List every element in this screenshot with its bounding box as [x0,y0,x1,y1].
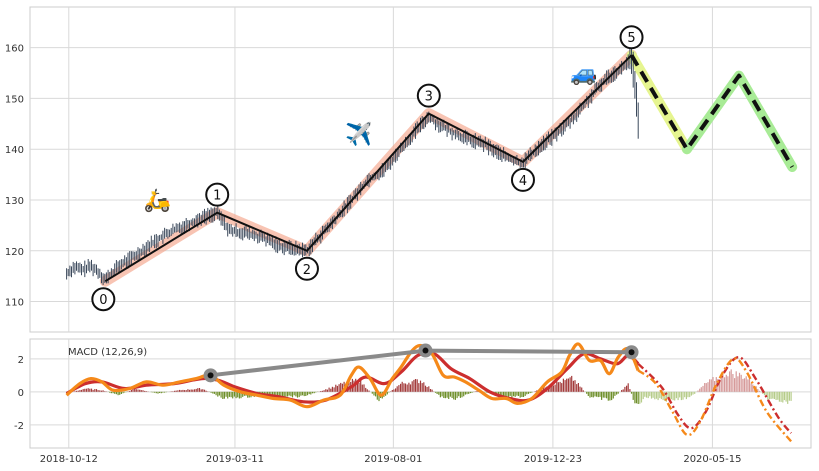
price-y-tick-label: 160 [5,44,24,55]
price-y-tick-label: 120 [5,247,24,258]
price-y-tick-label: 140 [5,145,24,156]
price-y-tick-label: 110 [5,298,24,309]
price-panel-frame [29,6,812,333]
macd-signal-forecast [637,356,793,434]
wave-label-circle [416,83,441,108]
price-panel: 110 120 130 140 150 160 0 1 2 3 4 5 🛵 ✈️ 🚙 [5,6,812,333]
forecast-dashed-line [629,54,794,169]
x-tick-label: 2018-10-12 [40,454,98,465]
candles [66,35,639,285]
wave-label-circle [619,25,644,50]
macd-histogram [65,369,792,404]
wave-label: 5 [627,31,635,46]
wave-label: 1 [213,189,221,204]
price-y-tick-label: 150 [5,94,24,105]
divergence-marker-dot [422,347,429,354]
wave-label-circle [510,167,535,192]
forecast-band-segment [626,50,692,155]
airplane-icon: ✈️ [345,121,372,148]
x-tick-label: 2019-08-01 [364,454,422,465]
macd-y-tick-label: -2 [14,421,24,432]
wave-label: 0 [99,293,107,308]
wave-label: 3 [425,90,433,105]
divergence-marker-dot [207,372,214,379]
divergence-marker-dot [628,349,635,356]
price-y-tick-label: 130 [5,196,24,207]
wave-label: 4 [519,174,527,189]
macd-panel: -2 0 2 MACD (12,26,9) [14,338,812,449]
macd-forecast [637,357,793,443]
wave-label-circle [205,182,230,207]
macd-y-tick-label: 0 [18,388,24,399]
x-tick-label: 2020-05-15 [683,454,741,465]
x-tick-label: 2019-12-23 [524,454,582,465]
macd-indicator-label: MACD (12,26,9) [68,347,147,358]
car-icon: 🚙 [570,62,597,87]
x-tick-label: 2019-03-11 [206,454,264,465]
wave-label: 2 [303,263,311,278]
macd-line [65,342,640,409]
wave-label-circle [91,287,116,312]
scooter-icon: 🛵 [144,188,171,214]
macd-y-tick-label: 2 [18,355,24,366]
wave-label-circle [294,256,319,281]
x-axis: 2018-10-12 2019-03-11 2019-08-01 2019-12-23… [40,454,742,465]
wave-line [104,54,633,283]
